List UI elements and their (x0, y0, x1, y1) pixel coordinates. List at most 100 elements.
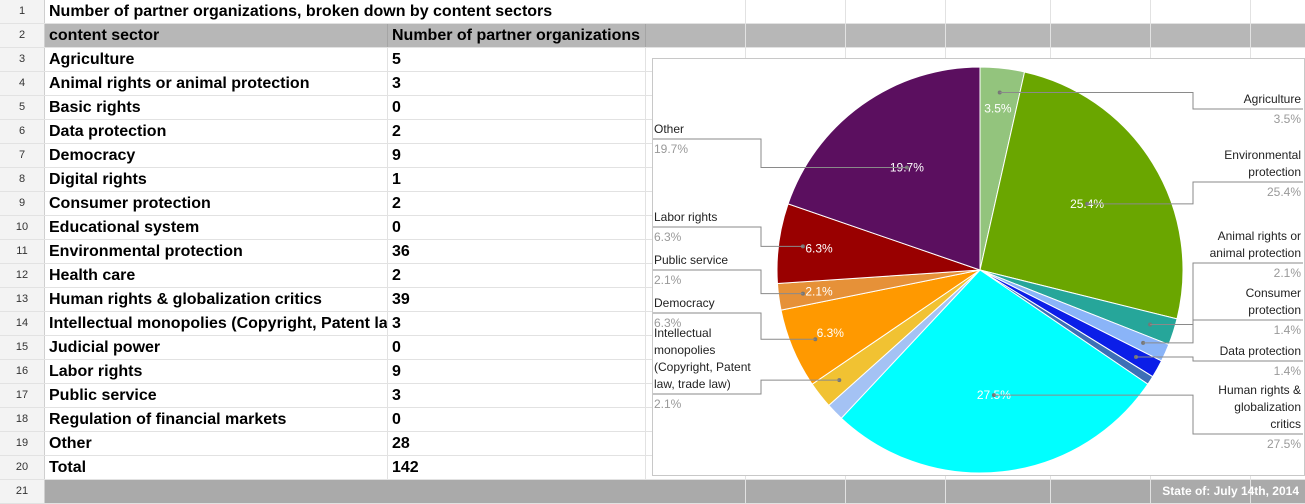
header-content-sector[interactable]: content sector (45, 24, 388, 47)
count-cell[interactable]: 9 (388, 360, 646, 383)
grid-line (1050, 24, 1051, 47)
row-number[interactable]: 1 (0, 0, 45, 23)
slice-pct-label: 3.5% (1274, 112, 1302, 126)
grid-line (945, 0, 946, 23)
slice-name-label: protection (1248, 165, 1301, 179)
row-number[interactable]: 12 (0, 264, 45, 287)
pie-chart-svg: 3.5% 25.4% 27.5% 6.3% 2.1% 6.3% 19.7% Agricultu… (653, 66, 1303, 474)
count-cell[interactable]: 2 (388, 264, 646, 287)
row-number[interactable]: 13 (0, 288, 45, 311)
sector-cell[interactable]: Educational system (45, 216, 388, 239)
row-number[interactable]: 17 (0, 384, 45, 407)
slice-pct-label: 6.3% (654, 316, 682, 330)
leader-line (653, 269, 803, 295)
sector-cell[interactable]: Animal rights or animal protection (45, 72, 388, 95)
leader-line (1143, 319, 1303, 344)
grid-line (945, 480, 946, 503)
count-cell[interactable]: 3 (388, 384, 646, 407)
slice-name-label: Environmental (1224, 148, 1301, 162)
leader-dot (1148, 322, 1153, 327)
sheet-title-cell[interactable]: Number of partner organizations, broken … (49, 3, 553, 20)
sector-cell[interactable]: Consumer protection (45, 192, 388, 215)
sheet-row-21: 21 State of: July 14th, 2014 (0, 480, 1305, 504)
count-cell[interactable]: 0 (388, 408, 646, 431)
row-number[interactable]: 16 (0, 360, 45, 383)
grid-line (745, 480, 746, 503)
slice-pct-label: 2.1% (654, 397, 682, 411)
sector-cell[interactable]: Intellectual monopolies (Copyright, Pate… (45, 312, 388, 335)
grid-line (1150, 0, 1151, 23)
sector-cell[interactable]: Agriculture (45, 48, 388, 71)
count-cell[interactable]: 28 (388, 432, 646, 455)
row-number[interactable]: 14 (0, 312, 45, 335)
count-cell[interactable]: 1 (388, 168, 646, 191)
leader-line (653, 312, 816, 340)
pie-slice[interactable] (979, 71, 1184, 320)
row-number[interactable]: 21 (0, 480, 45, 503)
row-number[interactable]: 3 (0, 48, 45, 71)
sector-cell[interactable]: Human rights & globalization critics (45, 288, 388, 311)
row-number[interactable]: 7 (0, 144, 45, 167)
count-cell[interactable]: 36 (388, 240, 646, 263)
row-number[interactable]: 2 (0, 24, 45, 47)
grid-line (1050, 0, 1051, 23)
count-cell[interactable]: 39 (388, 288, 646, 311)
slice-pct-label: 27.5% (1267, 437, 1301, 451)
total-label-cell[interactable]: Total (45, 456, 388, 479)
row-number[interactable]: 20 (0, 456, 45, 479)
pie-slice[interactable] (840, 269, 1149, 474)
slice-name-label: Labor rights (654, 210, 717, 224)
row-number[interactable]: 9 (0, 192, 45, 215)
count-cell[interactable]: 2 (388, 192, 646, 215)
sector-cell[interactable]: Basic rights (45, 96, 388, 119)
grid-line (845, 0, 846, 23)
grid-line (1250, 480, 1251, 503)
slice-name-label: (Copyright, Patent (654, 360, 751, 374)
sector-cell[interactable]: Digital rights (45, 168, 388, 191)
leader-dot (1141, 340, 1146, 345)
row-number[interactable]: 6 (0, 120, 45, 143)
row-number[interactable]: 15 (0, 336, 45, 359)
sector-cell[interactable]: Environmental protection (45, 240, 388, 263)
slice-pct-label: 25.4% (1267, 185, 1301, 199)
grid-line (1250, 24, 1251, 47)
sector-cell[interactable]: Data protection (45, 120, 388, 143)
row-number[interactable]: 10 (0, 216, 45, 239)
pie-chart[interactable]: 3.5% 25.4% 27.5% 6.3% 2.1% 6.3% 19.7% Agricultu… (652, 58, 1305, 476)
count-cell[interactable]: 0 (388, 336, 646, 359)
leader-line (653, 138, 907, 168)
count-cell[interactable]: 5 (388, 48, 646, 71)
count-cell[interactable]: 2 (388, 120, 646, 143)
row-number[interactable]: 4 (0, 72, 45, 95)
grid-line (845, 480, 846, 503)
leader-line (1136, 356, 1303, 362)
sector-cell[interactable]: Public service (45, 384, 388, 407)
sector-cell[interactable]: Labor rights (45, 360, 388, 383)
row-number[interactable]: 11 (0, 240, 45, 263)
slice-inner-label: 2.1% (805, 285, 833, 299)
slice-name-label: law, trade law) (654, 377, 731, 391)
pie-slice[interactable] (787, 66, 981, 271)
sheet-row-2: 2 content sector Number of partner organiz… (0, 24, 1305, 48)
total-count-cell[interactable]: 142 (388, 456, 646, 479)
slice-name-label: Human rights & (1218, 383, 1301, 397)
sector-cell[interactable]: Judicial power (45, 336, 388, 359)
sector-cell[interactable]: Regulation of financial markets (45, 408, 388, 431)
count-cell[interactable]: 0 (388, 96, 646, 119)
row-number[interactable]: 8 (0, 168, 45, 191)
header-partner-count[interactable]: Number of partner organizations (388, 24, 646, 47)
state-date-note: State of: July 14th, 2014 (1162, 484, 1299, 498)
count-cell[interactable]: 3 (388, 72, 646, 95)
count-cell[interactable]: 3 (388, 312, 646, 335)
count-cell[interactable]: 9 (388, 144, 646, 167)
slice-name-label: Agriculture (1244, 92, 1302, 106)
row-number[interactable]: 18 (0, 408, 45, 431)
count-cell[interactable]: 0 (388, 216, 646, 239)
leader-dot (800, 291, 805, 296)
row-number[interactable]: 19 (0, 432, 45, 455)
row-number[interactable]: 5 (0, 96, 45, 119)
sector-cell[interactable]: Other (45, 432, 388, 455)
leader-dot (1085, 201, 1090, 206)
sector-cell[interactable]: Democracy (45, 144, 388, 167)
sector-cell[interactable]: Health care (45, 264, 388, 287)
